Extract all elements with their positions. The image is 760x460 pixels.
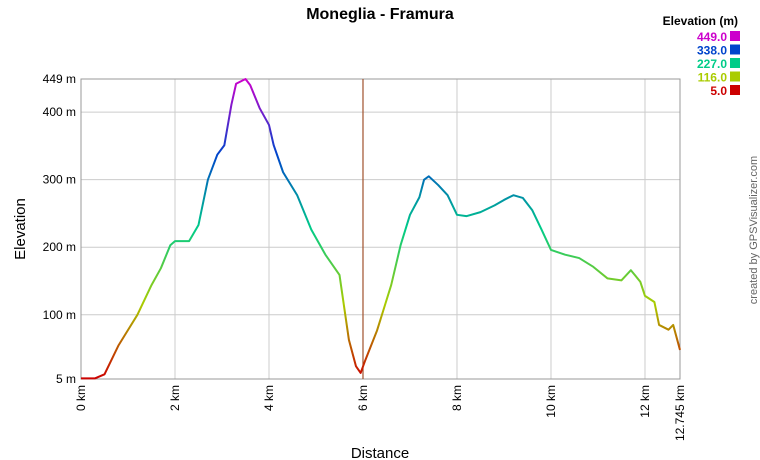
plot-border (80, 78, 681, 380)
y-tick-label: 300 m (43, 173, 76, 187)
legend-swatch (730, 71, 740, 82)
legend-label: 338.0 (697, 44, 727, 58)
y-axis-label: Elevation (12, 198, 29, 260)
legend-label: 5.0 (710, 84, 727, 98)
x-axis-label: Distance (351, 445, 409, 460)
legend-swatch (730, 31, 740, 41)
legend-label: 227.0 (697, 57, 727, 71)
legend-swatch (730, 44, 740, 55)
chart-title: Moneglia - Framura (306, 6, 454, 23)
legend-title: Elevation (m) (663, 14, 738, 28)
x-tick-label: 8 km (450, 385, 464, 411)
x-tick-label: 10 km (544, 385, 558, 418)
x-tick-label: 4 km (262, 385, 276, 411)
credit: created by GPSVisualizer.com (748, 156, 760, 304)
y-tick-label: 200 m (43, 240, 76, 254)
x-tick-label: 2 km (168, 385, 182, 411)
legend-label: 449.0 (697, 30, 727, 44)
x-tick-label: 6 km (356, 385, 370, 411)
y-tick-label: 5 m (56, 372, 76, 386)
y-tick-label: 100 m (43, 308, 76, 322)
y-tick-label: 449 m (43, 72, 76, 86)
x-tick-label: 12 km (638, 385, 652, 418)
legend-swatch (730, 58, 740, 68)
x-tick-label: 0 km (74, 385, 88, 411)
elevation-line (81, 78, 681, 380)
x-tick-label: 12.745 km (673, 385, 687, 441)
legend-swatch (730, 85, 740, 95)
legend-label: 116.0 (698, 71, 728, 85)
y-tick-label: 400 m (43, 105, 76, 119)
